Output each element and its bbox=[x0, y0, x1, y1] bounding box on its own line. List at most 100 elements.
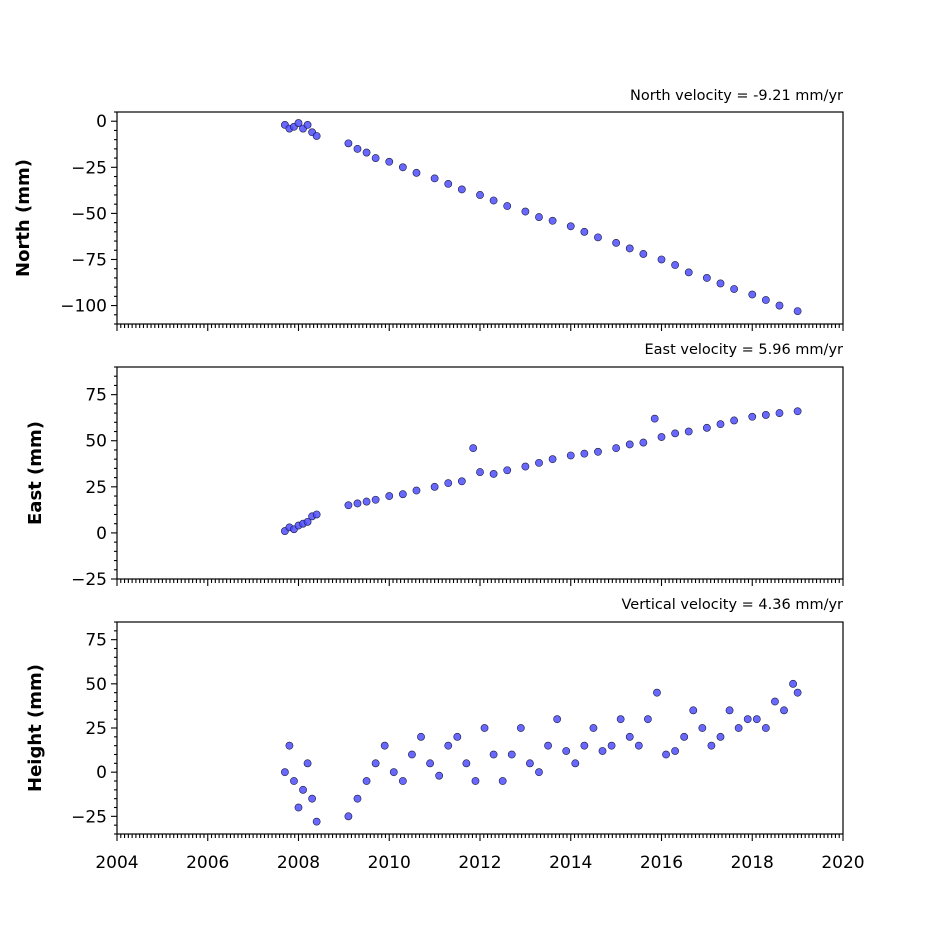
data-point bbox=[503, 466, 512, 475]
xtick-label: 2004 bbox=[95, 853, 138, 873]
ytick-label: −25 bbox=[71, 570, 107, 590]
xtick-label: 2010 bbox=[368, 853, 411, 873]
data-point bbox=[771, 697, 779, 706]
data-point bbox=[303, 517, 312, 526]
data-point bbox=[498, 777, 507, 785]
ytick-label: 0 bbox=[96, 763, 107, 783]
data-point bbox=[469, 444, 478, 453]
data-point bbox=[580, 741, 589, 750]
data-point bbox=[444, 179, 453, 188]
data-point bbox=[521, 462, 530, 471]
data-point bbox=[671, 747, 680, 755]
data-point bbox=[480, 724, 489, 732]
east-velocity-label: East velocity = 5.96 mm/yr bbox=[644, 342, 843, 358]
xtick-label: 2006 bbox=[186, 853, 229, 873]
data-point bbox=[702, 423, 711, 432]
data-point bbox=[752, 715, 761, 724]
data-point bbox=[430, 174, 439, 183]
data-point bbox=[489, 750, 498, 759]
data-point bbox=[643, 715, 652, 724]
east-axis-ticks: 75 50 25 0 −25 bbox=[71, 366, 844, 590]
height-panel: Vertical velocity = 4.36 mm/yr Height (m… bbox=[25, 597, 865, 873]
ytick-label: 0 bbox=[96, 524, 107, 544]
data-point bbox=[650, 414, 659, 423]
data-point bbox=[371, 759, 380, 768]
data-point bbox=[344, 501, 353, 510]
data-point bbox=[471, 777, 480, 785]
data-point bbox=[312, 132, 321, 140]
north-panel: North velocity = -9.21 mm/yr North (mm) … bbox=[13, 88, 844, 331]
data-point bbox=[535, 768, 543, 777]
data-point bbox=[353, 794, 362, 803]
data-point bbox=[362, 148, 371, 157]
data-point bbox=[748, 412, 757, 421]
data-point bbox=[457, 185, 466, 194]
east-data-points bbox=[280, 407, 802, 535]
data-point bbox=[353, 144, 362, 153]
data-point bbox=[526, 759, 534, 768]
data-point bbox=[634, 741, 643, 750]
data-point bbox=[521, 207, 530, 216]
data-point bbox=[653, 688, 661, 697]
ytick-label: 25 bbox=[85, 719, 107, 739]
data-point bbox=[516, 724, 525, 732]
data-point bbox=[671, 429, 680, 438]
data-point bbox=[380, 741, 389, 750]
data-point bbox=[548, 455, 557, 464]
ytick-label: −100 bbox=[60, 297, 107, 317]
xtick-label: 2014 bbox=[549, 853, 592, 873]
data-point bbox=[344, 812, 353, 821]
ytick-label: 0 bbox=[96, 112, 107, 132]
data-point bbox=[507, 750, 516, 759]
data-point bbox=[775, 301, 784, 310]
data-point bbox=[571, 759, 580, 768]
data-point bbox=[362, 777, 371, 785]
data-point bbox=[535, 213, 543, 221]
north-ylabel: North (mm) bbox=[13, 159, 34, 277]
data-point bbox=[625, 244, 634, 253]
data-point bbox=[280, 768, 289, 777]
ytick-label: 25 bbox=[85, 478, 107, 498]
ytick-label: 50 bbox=[85, 432, 107, 452]
data-point bbox=[489, 470, 498, 478]
data-point bbox=[707, 741, 716, 750]
data-point bbox=[580, 227, 589, 236]
data-point bbox=[684, 427, 693, 436]
data-point bbox=[730, 416, 738, 425]
north-axis-ticks: 0 −25 −50 −75 −100 bbox=[60, 111, 844, 331]
data-point bbox=[426, 759, 434, 768]
data-point bbox=[548, 216, 557, 225]
data-point bbox=[285, 741, 294, 750]
xtick-label: 2018 bbox=[731, 853, 774, 873]
data-point bbox=[503, 202, 512, 210]
data-point bbox=[371, 154, 380, 162]
data-point bbox=[702, 274, 711, 282]
data-point bbox=[535, 458, 543, 467]
data-point bbox=[312, 817, 321, 826]
data-point bbox=[299, 785, 307, 794]
east-panel: East velocity = 5.96 mm/yr East (mm) 75 5… bbox=[25, 342, 844, 590]
data-point bbox=[761, 724, 770, 732]
xtick-label: 2012 bbox=[458, 853, 501, 873]
data-point bbox=[457, 477, 466, 486]
data-point bbox=[594, 447, 602, 456]
data-point bbox=[308, 794, 317, 803]
data-point bbox=[398, 490, 407, 499]
data-point bbox=[294, 119, 303, 127]
data-point bbox=[775, 409, 784, 417]
data-point bbox=[625, 732, 634, 741]
vertical-velocity-label: Vertical velocity = 4.36 mm/yr bbox=[622, 597, 844, 613]
data-point bbox=[580, 449, 589, 458]
data-point bbox=[353, 499, 362, 508]
data-point bbox=[444, 741, 453, 750]
data-point bbox=[303, 121, 312, 129]
data-point bbox=[412, 168, 421, 177]
data-point bbox=[303, 759, 312, 768]
data-point bbox=[748, 290, 757, 299]
ytick-label: −25 bbox=[71, 158, 107, 178]
data-point bbox=[412, 486, 421, 495]
ytick-label: −25 bbox=[71, 807, 107, 827]
data-point bbox=[553, 715, 562, 724]
data-point bbox=[607, 741, 616, 750]
data-point bbox=[698, 724, 707, 732]
